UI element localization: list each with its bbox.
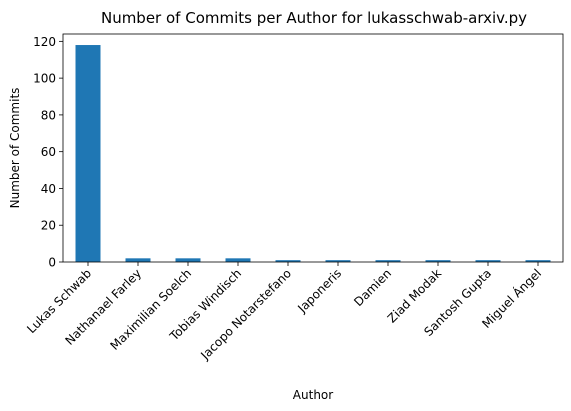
y-tick-label: 40 (41, 182, 56, 196)
bar (375, 260, 401, 262)
bar (475, 260, 501, 262)
y-tick-label: 100 (33, 72, 56, 86)
y-tick-label: 60 (41, 145, 56, 159)
bar (75, 45, 101, 262)
y-tick-label: 0 (48, 256, 56, 270)
bar (175, 258, 201, 262)
bar (225, 258, 251, 262)
chart-title: Number of Commits per Author for lukassc… (101, 9, 527, 27)
bar (275, 260, 301, 262)
plot-frame (62, 33, 564, 263)
bar (425, 260, 451, 262)
bar (525, 260, 551, 262)
x-tick-label: Damien (351, 266, 394, 309)
bar (325, 260, 351, 262)
x-tick-label: Jacopo Notarstefano (197, 266, 294, 363)
x-axis-label: Author (293, 388, 333, 402)
bar (125, 258, 151, 262)
y-axis-label: Number of Commits (8, 88, 22, 209)
y-tick-label: 20 (41, 219, 56, 233)
x-tick-label: Japoneris (294, 266, 344, 316)
y-tick-label: 120 (33, 35, 56, 49)
y-tick-label: 80 (41, 108, 56, 122)
